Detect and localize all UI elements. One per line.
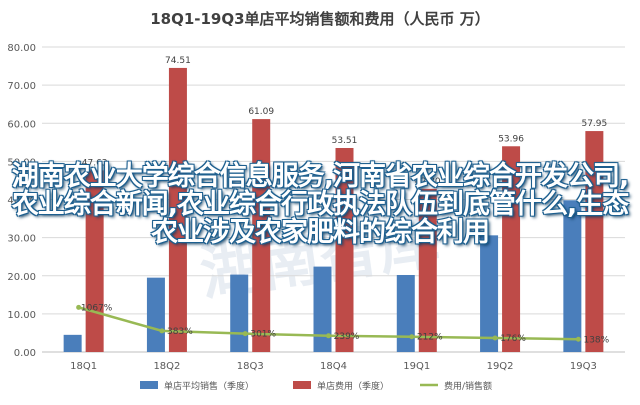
bar — [85, 170, 104, 352]
bar — [418, 188, 437, 352]
bar — [168, 67, 187, 352]
y-tick-label: 50.00 — [7, 157, 36, 168]
bar — [480, 235, 499, 352]
x-tick-label: 18Q2 — [153, 361, 180, 372]
x-tick-label: 18Q3 — [237, 361, 264, 372]
ratio-point — [492, 335, 498, 341]
bar — [63, 334, 82, 352]
y-tick-label: 60.00 — [7, 119, 36, 130]
ratio-point — [326, 333, 331, 339]
x-tick-label: 18Q4 — [320, 361, 347, 372]
x-tick-label: 19Q1 — [403, 361, 430, 372]
bar-data-label: 53.96 — [498, 134, 524, 144]
bar-data-label: 74.51 — [165, 56, 191, 66]
ratio-data-label: 138% — [583, 335, 609, 345]
ratio-point — [76, 304, 82, 310]
x-tick-label: 19Q3 — [570, 361, 597, 372]
overlay-caption: 湖南农业大学综合信息服务,河南省农业综合开发公司,农业综合新闻,农业综合行政执法… — [11, 161, 630, 248]
chart-title: 18Q1-19Q3单店平均销售额和费用（人民币 万） — [150, 10, 490, 28]
bar — [313, 266, 332, 352]
bar-data-label: 61.09 — [248, 107, 274, 117]
bar — [230, 274, 249, 352]
y-tick-label: 70.00 — [7, 81, 36, 92]
y-tick-label: 0.00 — [14, 348, 36, 359]
bar-data-label: 53.51 — [332, 136, 358, 146]
bar-data-label: 42.80 — [415, 177, 441, 187]
bar — [335, 147, 354, 352]
y-tick-label: 30.00 — [7, 234, 36, 245]
ratio-data-label: 301% — [250, 330, 276, 340]
bar-data-label: 57.95 — [581, 119, 607, 129]
x-tick-label: 19Q2 — [487, 361, 514, 372]
ratio-data-label: 239% — [334, 332, 360, 342]
bar-data-label: 47.63 — [82, 158, 108, 168]
ratio-data-label: 212% — [417, 333, 443, 343]
y-tick-label: 20.00 — [7, 272, 36, 283]
ratio-data-label: 383% — [167, 327, 193, 337]
y-tick-label: 80.00 — [7, 43, 36, 54]
ratio-point — [242, 331, 248, 337]
ratio-point — [575, 336, 581, 342]
legend-swatch — [140, 381, 158, 389]
ratio-data-label: 1067% — [81, 303, 113, 313]
bar — [502, 146, 521, 352]
x-tick-label: 18Q1 — [70, 361, 97, 372]
bar — [252, 119, 271, 352]
ratio-data-label: 176% — [500, 334, 526, 344]
legend-label: 单店费用（季度） — [317, 380, 389, 392]
bar — [585, 131, 604, 352]
legend-label: 费用/销售额 — [444, 380, 492, 392]
legend-swatch — [293, 381, 311, 389]
legend-label: 单店平均销售（季度） — [164, 380, 254, 392]
bar — [563, 200, 582, 352]
ratio-point — [159, 328, 165, 334]
ratio-point — [409, 334, 415, 340]
y-tick-label: 40.00 — [7, 196, 36, 207]
bar — [396, 274, 415, 352]
bar — [146, 277, 165, 352]
y-tick-label: 10.00 — [7, 310, 36, 321]
